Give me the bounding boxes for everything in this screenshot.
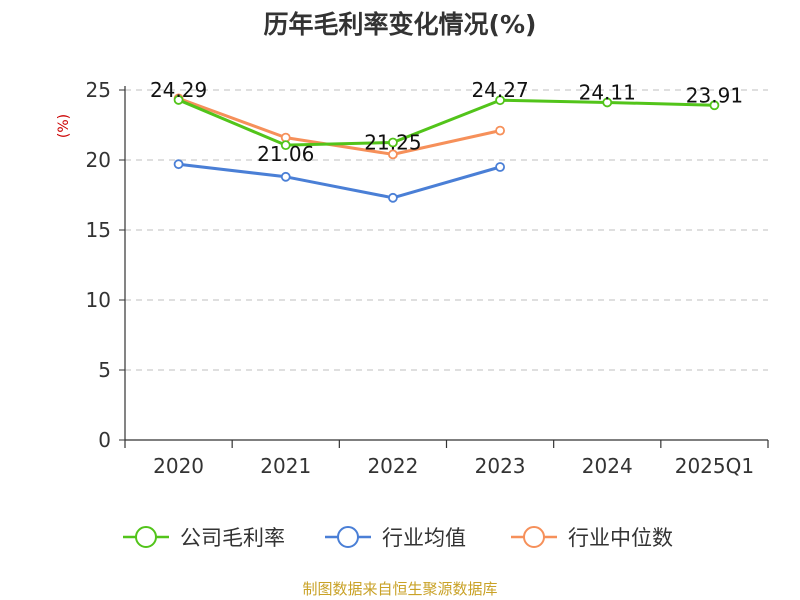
x-tick-label: 2022 — [367, 454, 418, 478]
y-tick-label: 20 — [86, 148, 111, 172]
y-tick-label: 10 — [86, 288, 111, 312]
data-label: 24.27 — [471, 78, 528, 102]
data-points — [173, 93, 720, 203]
data-label: 21.25 — [364, 131, 421, 155]
data-point — [495, 95, 505, 106]
x-tick-label: 2021 — [260, 454, 311, 478]
axes: 0 5 10 15 20 25 2020 2021 2022 2023 2024 2025Q1 — [86, 78, 769, 478]
x-tick-label: 2025Q1 — [675, 454, 754, 478]
y-tick-label: 15 — [86, 218, 111, 242]
data-label: 23.91 — [686, 83, 743, 107]
data-point — [280, 140, 291, 151]
x-tick-label: 2024 — [582, 454, 633, 478]
y-tick-label: 25 — [86, 78, 111, 102]
series-lines — [177, 96, 716, 200]
series-line — [177, 162, 502, 200]
chart-title: 历年毛利率变化情况(%) — [264, 10, 537, 39]
data-label: 21.06 — [257, 142, 314, 166]
data-point — [388, 192, 398, 203]
legend-item: 行业中位数 — [511, 526, 673, 550]
series-line — [177, 96, 502, 156]
legend-item: 公司毛利率 — [123, 526, 285, 550]
data-point — [388, 149, 398, 160]
data-point — [709, 100, 720, 111]
data-point — [388, 137, 398, 148]
data-label: 24.29 — [150, 78, 207, 102]
data-point — [495, 125, 505, 136]
data-point — [173, 95, 184, 105]
legend-marker — [337, 526, 359, 548]
legend-label: 行业均值 — [382, 526, 466, 550]
legend-marker — [523, 526, 545, 548]
x-tick-label: 2020 — [153, 454, 204, 478]
data-point — [495, 162, 505, 172]
series-line — [177, 98, 716, 147]
data-point — [602, 97, 613, 108]
grid-lines — [125, 89, 768, 371]
y-tick-label: 5 — [98, 358, 111, 382]
legend: 公司毛利率 行业均值 行业中位数 — [123, 526, 673, 550]
data-point — [173, 159, 184, 170]
legend-label: 公司毛利率 — [180, 526, 285, 550]
y-tick-label: 0 — [98, 428, 111, 452]
source-footer: 制图数据来自恒生聚源数据库 — [302, 580, 497, 598]
data-labels: 24.29 21.06 21.25 24.27 24.11 23.91 — [150, 78, 743, 166]
legend-item: 行业均值 — [325, 526, 466, 550]
x-tick-label: 2023 — [475, 454, 526, 478]
legend-label: 行业中位数 — [568, 526, 673, 550]
y-axis-label: (%) — [56, 114, 72, 138]
data-point — [280, 171, 291, 182]
data-label: 24.11 — [579, 80, 636, 104]
legend-marker — [135, 526, 157, 548]
